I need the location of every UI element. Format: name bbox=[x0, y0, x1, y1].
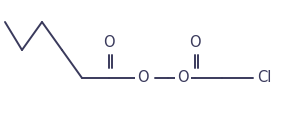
Text: O: O bbox=[137, 70, 149, 86]
Text: O: O bbox=[189, 35, 201, 50]
Text: O: O bbox=[177, 70, 189, 86]
Text: O: O bbox=[103, 35, 115, 50]
Text: Cl: Cl bbox=[257, 70, 272, 86]
